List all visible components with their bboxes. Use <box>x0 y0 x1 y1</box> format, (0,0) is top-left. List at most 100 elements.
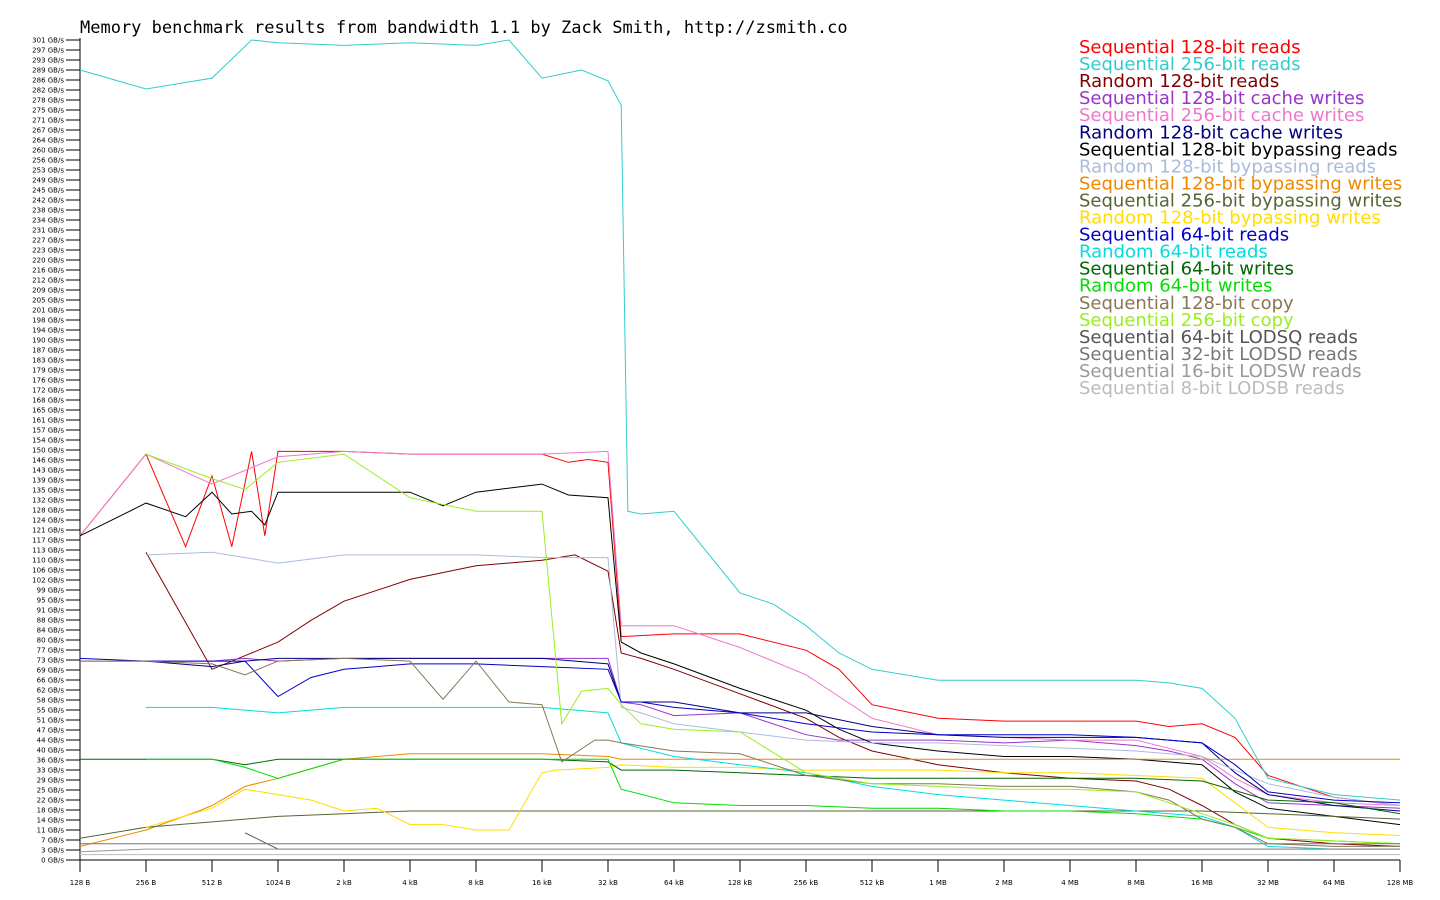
y-tick-label: 121 GB/s <box>32 527 64 535</box>
series-line-17 <box>244 832 1400 850</box>
y-tick-label: 69 GB/s <box>37 667 65 675</box>
y-tick-label: 29 GB/s <box>37 777 65 785</box>
series-line-0 <box>79 450 1401 806</box>
y-tick-label: 95 GB/s <box>37 597 65 605</box>
x-tick-label: 8 kB <box>468 879 484 887</box>
y-tick-label: 102 GB/s <box>32 577 64 585</box>
y-tick-label: 165 GB/s <box>32 407 64 415</box>
y-tick-label: 282 GB/s <box>32 87 64 95</box>
series-line-10 <box>145 764 1401 836</box>
y-tick-label: 106 GB/s <box>32 567 64 575</box>
x-tick-label: 2 kB <box>336 879 352 887</box>
y-tick-label: 278 GB/s <box>32 97 64 105</box>
y-tick-label: 168 GB/s <box>32 397 64 405</box>
legend-entry-11: Sequential 64-bit reads <box>1079 225 1289 246</box>
series-line-5 <box>145 657 1401 812</box>
y-tick-label: 22 GB/s <box>37 797 65 805</box>
series-line-6 <box>79 483 1401 826</box>
x-tick-label: 256 kB <box>794 879 819 887</box>
y-tick-label: 117 GB/s <box>32 537 64 545</box>
y-tick-label: 256 GB/s <box>32 157 64 165</box>
x-tick-label: 64 kB <box>664 879 684 887</box>
y-tick-label: 289 GB/s <box>32 67 64 75</box>
series-line-8 <box>79 753 1400 847</box>
y-tick-label: 301 GB/s <box>32 37 64 45</box>
series-line-7 <box>145 551 1401 806</box>
y-tick-label: 150 GB/s <box>32 447 64 455</box>
legend-entry-7: Random 128-bit bypassing reads <box>1079 156 1376 177</box>
y-tick-label: 172 GB/s <box>32 387 64 395</box>
y-tick-label: 234 GB/s <box>32 217 64 225</box>
x-tick-label: 4 kB <box>402 879 418 887</box>
y-tick-label: 33 GB/s <box>37 767 65 775</box>
legend-entry-1: Sequential 256-bit reads <box>1079 54 1301 75</box>
legend-entry-20: Sequential 8-bit LODSB reads <box>1079 378 1345 399</box>
legend-entry-2: Random 128-bit reads <box>1079 71 1279 92</box>
series-line-13 <box>80 758 1401 815</box>
legend-entry-0: Sequential 128-bit reads <box>1079 37 1301 58</box>
y-tick-label: 110 GB/s <box>32 557 64 565</box>
series-line-14 <box>146 758 1401 845</box>
y-tick-label: 84 GB/s <box>37 627 65 635</box>
legend-entry-9: Sequential 256-bit bypassing writes <box>1079 190 1402 211</box>
y-tick-label: 190 GB/s <box>32 337 64 345</box>
y-tick-label: 157 GB/s <box>32 427 64 435</box>
series-line-9 <box>79 810 1401 839</box>
legend-entry-17: Sequential 64-bit LODSQ reads <box>1079 327 1358 348</box>
x-tick-label: 128 MB <box>1387 879 1414 887</box>
y-tick-label: 14 GB/s <box>37 817 65 825</box>
y-tick-label: 3 GB/s <box>41 847 64 855</box>
x-tick-label: 4 MB <box>1061 879 1079 887</box>
y-tick-label: 223 GB/s <box>32 247 64 255</box>
y-tick-label: 267 GB/s <box>32 127 64 135</box>
x-tick-label: 128 B <box>70 879 91 887</box>
y-tick-label: 66 GB/s <box>37 677 65 685</box>
x-tick-label: 16 MB <box>1191 879 1213 887</box>
y-tick-label: 212 GB/s <box>32 277 64 285</box>
legend-entry-13: Sequential 64-bit writes <box>1079 259 1294 280</box>
y-tick-label: 220 GB/s <box>32 257 64 265</box>
x-tick-label: 16 kB <box>532 879 552 887</box>
y-tick-label: 77 GB/s <box>37 647 65 655</box>
legend-entry-16: Sequential 256-bit copy <box>1079 310 1294 331</box>
y-tick-label: 44 GB/s <box>37 737 65 745</box>
x-tick-label: 32 MB <box>1257 879 1279 887</box>
y-tick-label: 227 GB/s <box>32 237 64 245</box>
y-tick-label: 139 GB/s <box>32 477 64 485</box>
y-tick-label: 7 GB/s <box>41 837 64 845</box>
y-tick-label: 238 GB/s <box>32 207 64 215</box>
y-tick-label: 135 GB/s <box>32 487 64 495</box>
legend-entry-5: Random 128-bit cache writes <box>1079 122 1343 143</box>
y-tick-label: 187 GB/s <box>32 347 64 355</box>
x-tick-label: 2 MB <box>995 879 1013 887</box>
y-tick-label: 297 GB/s <box>32 47 64 55</box>
series-line-12 <box>146 706 1400 850</box>
y-tick-label: 18 GB/s <box>37 807 65 815</box>
y-tick-label: 209 GB/s <box>32 287 64 295</box>
y-tick-label: 205 GB/s <box>32 297 64 305</box>
y-tick-label: 73 GB/s <box>37 657 65 665</box>
y-tick-label: 161 GB/s <box>32 417 64 425</box>
y-tick-label: 80 GB/s <box>37 637 65 645</box>
y-tick-label: 198 GB/s <box>32 317 64 325</box>
x-tick-label: 1 MB <box>929 879 947 887</box>
y-tick-label: 91 GB/s <box>37 607 65 615</box>
y-tick-label: 260 GB/s <box>32 147 64 155</box>
series-line-1 <box>79 39 1401 801</box>
y-tick-label: 194 GB/s <box>32 327 64 335</box>
x-tick-label: 512 B <box>202 879 223 887</box>
series-line-11 <box>79 657 1401 804</box>
x-axis: 128 B 256 B 512 B 1024 B 2 kB 4 kB 8 kB 16 kB 32… <box>70 859 1414 887</box>
legend-entry-8: Sequential 128-bit bypassing writes <box>1079 173 1402 194</box>
y-tick-label: 99 GB/s <box>37 587 65 595</box>
x-tick-label: 64 MB <box>1323 879 1345 887</box>
y-tick-label: 0 GB/s <box>41 857 64 865</box>
y-tick-label: 253 GB/s <box>32 167 64 175</box>
legend-entry-4: Sequential 256-bit cache writes <box>1079 105 1364 126</box>
y-tick-label: 25 GB/s <box>37 787 65 795</box>
y-tick-label: 176 GB/s <box>32 377 64 385</box>
legend-entry-19: Sequential 16-bit LODSW reads <box>1079 361 1362 382</box>
legend-entry-10: Random 128-bit bypassing writes <box>1079 208 1381 229</box>
y-tick-label: 183 GB/s <box>32 357 64 365</box>
